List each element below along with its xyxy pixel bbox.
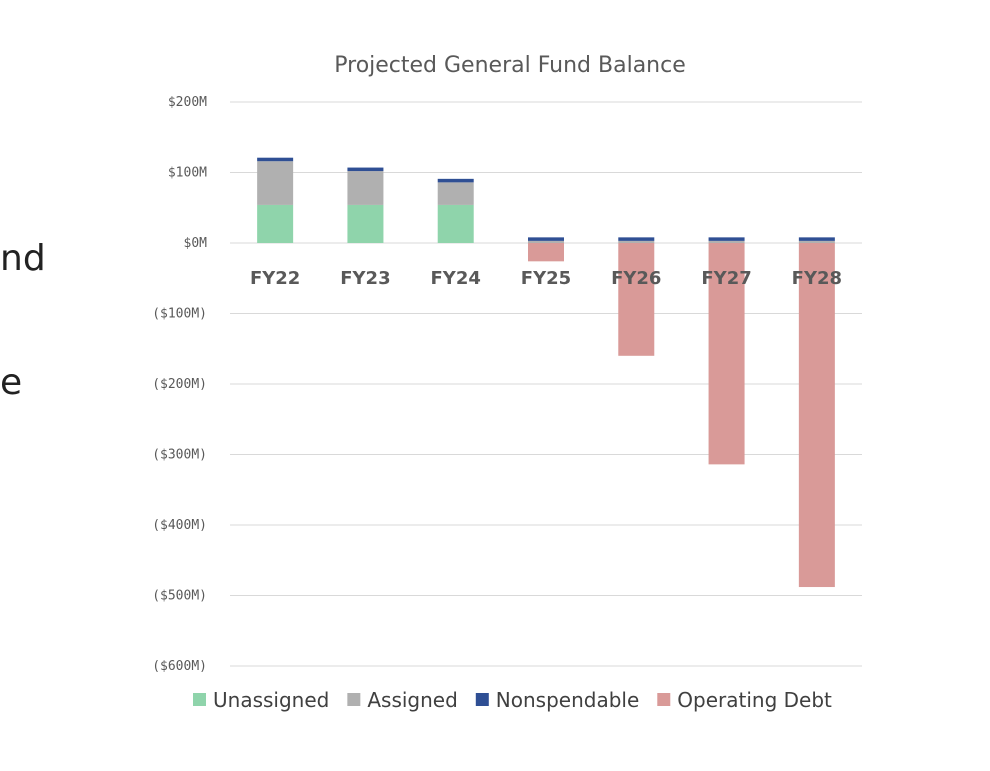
- y-tick-label: ($300M): [152, 448, 207, 463]
- category-label: FY24: [431, 268, 481, 289]
- legend-swatch: [657, 693, 671, 706]
- partial-side-text-1: nd: [0, 238, 46, 279]
- gridlines: [230, 101, 862, 667]
- legend-swatch: [347, 693, 361, 706]
- partial-side-text-2: e: [0, 362, 23, 403]
- bar-assigned: [798, 240, 835, 243]
- y-tick-label: ($500M): [152, 589, 207, 604]
- legend-swatch: [475, 693, 489, 706]
- category-label: FY22: [250, 268, 300, 289]
- y-tick-label: ($100M): [152, 307, 207, 322]
- bar-nonspendable: [528, 237, 564, 241]
- chart-title: Projected General Fund Balance: [334, 53, 686, 78]
- y-tick-label: ($200M): [152, 377, 207, 392]
- category-label: FY23: [340, 268, 390, 289]
- category-labels: FY22 FY23 FY24 FY25 FY26 FY27 FY28: [250, 268, 842, 289]
- y-tick-label: $100M: [168, 166, 207, 181]
- bar-assigned: [347, 171, 384, 205]
- y-tick-label: ($600M): [152, 659, 207, 674]
- bars: [257, 157, 835, 588]
- bar-operating-debt: [528, 243, 564, 262]
- bar-unassigned: [437, 204, 474, 243]
- y-axis-ticks: $200M $100M $0M ($100M) ($200M) ($300M) ($400M…: [152, 95, 207, 674]
- bar-nonspendable: [708, 237, 745, 241]
- category-label: FY25: [521, 268, 571, 289]
- legend: Unassigned Assigned Nonspendable Operating …: [193, 688, 832, 712]
- bar-operating-debt: [708, 243, 745, 465]
- legend-item: Assigned: [347, 688, 458, 712]
- y-tick-label: ($400M): [152, 518, 207, 533]
- bar-nonspendable: [798, 237, 835, 241]
- legend-label: Nonspendable: [496, 688, 639, 712]
- legend-item: Operating Debt: [657, 688, 832, 712]
- legend-label: Operating Debt: [677, 688, 832, 712]
- category-label: FY26: [611, 268, 661, 289]
- legend-item: Unassigned: [193, 688, 329, 712]
- bar-assigned: [257, 161, 294, 205]
- bar-assigned: [708, 240, 745, 243]
- category-label: FY28: [792, 268, 842, 289]
- legend-item: Nonspendable: [475, 688, 639, 712]
- bar-operating-debt: [618, 243, 655, 356]
- bar-assigned: [618, 240, 655, 243]
- bar-nonspendable: [618, 237, 655, 241]
- bar-operating-debt: [798, 243, 835, 588]
- bar-nonspendable: [347, 167, 384, 172]
- bar-assigned: [528, 240, 564, 243]
- bar-assigned: [437, 182, 474, 205]
- legend-label: Assigned: [367, 688, 457, 712]
- legend-label: Unassigned: [213, 688, 329, 712]
- bar-nonspendable: [437, 178, 474, 183]
- category-label: FY27: [701, 268, 751, 289]
- bar-nonspendable: [257, 157, 294, 162]
- y-tick-label: $0M: [184, 236, 208, 251]
- y-tick-label: $200M: [168, 95, 207, 110]
- bar-unassigned: [257, 204, 294, 243]
- legend-swatch: [193, 693, 206, 706]
- bar-unassigned: [347, 204, 384, 243]
